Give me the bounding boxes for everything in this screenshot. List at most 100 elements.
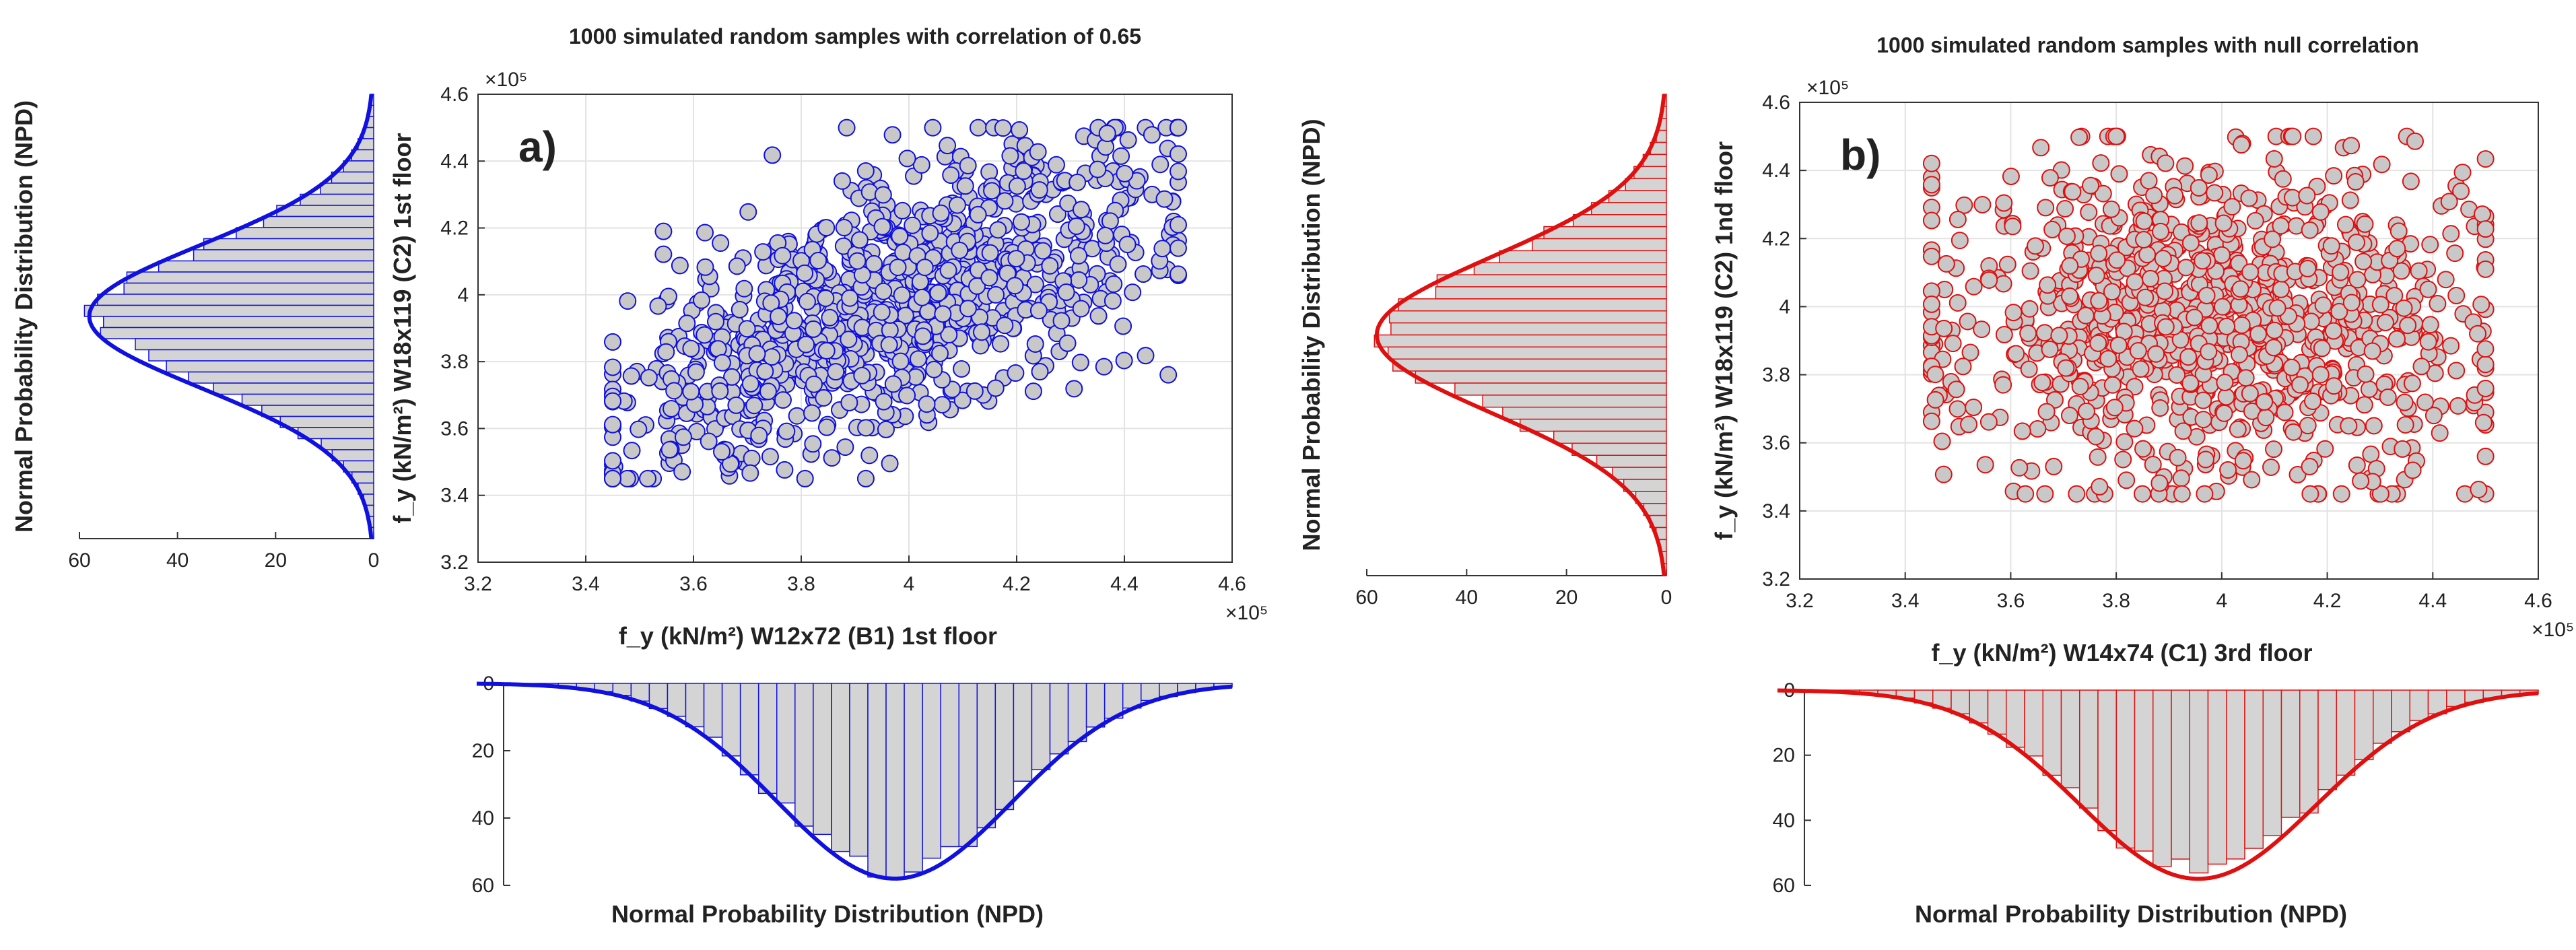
bottom-histogram-bar xyxy=(757,683,778,794)
scatter-point xyxy=(912,156,930,174)
left-histogram-bar xyxy=(123,282,374,295)
bottom-histogram-bar xyxy=(794,683,814,827)
scatter-point xyxy=(2050,327,2068,345)
scatter-point xyxy=(2108,251,2126,269)
scatter-point xyxy=(880,336,898,354)
scatter-point xyxy=(623,442,641,460)
scatter-point xyxy=(2154,249,2172,267)
scatter-point xyxy=(817,219,836,237)
left-histogram-bar xyxy=(331,171,374,184)
scatter-point xyxy=(2217,388,2235,406)
scatter-point xyxy=(1961,343,1979,362)
scatter-point xyxy=(750,426,768,444)
scatter-point xyxy=(2365,417,2383,435)
scatter-point xyxy=(2016,485,2035,503)
scatter-point xyxy=(1069,173,1087,191)
scatter-point xyxy=(692,291,710,309)
scatter-point xyxy=(1948,294,1967,312)
bottom-marginal-tick-label: 60 xyxy=(1773,875,1795,897)
scatter-point xyxy=(1015,162,1033,180)
scatter-point xyxy=(1067,217,1085,236)
scatter-point xyxy=(2223,198,2241,216)
scatter-point xyxy=(754,243,772,261)
x-tick-label: 4.6 xyxy=(2524,590,2552,612)
scatter-point xyxy=(2304,127,2322,145)
bottom-histogram-bar xyxy=(776,683,796,804)
scatter-point xyxy=(817,341,836,360)
scatter-point xyxy=(2449,397,2467,415)
scatter-point xyxy=(1922,154,1940,172)
scatter-point xyxy=(2325,167,2343,185)
scatter-point xyxy=(891,228,909,246)
scatter-point xyxy=(1072,201,1090,219)
left-histogram-bar xyxy=(166,360,374,373)
y-tick-label: 3.8 xyxy=(440,351,469,373)
scatter-point xyxy=(2213,298,2231,316)
scatter-point xyxy=(2272,217,2290,235)
scatter-point xyxy=(2107,127,2126,145)
scatter-point xyxy=(2313,339,2331,358)
scatter-point xyxy=(1137,347,1155,365)
left-histogram-bar xyxy=(236,227,374,240)
scatter-point xyxy=(874,186,892,204)
left-marginal-tick-label: 0 xyxy=(368,549,380,572)
scatter-point xyxy=(865,255,883,273)
left-histogram-bar xyxy=(276,205,374,217)
scatter-point xyxy=(1041,257,1059,275)
scatter-point xyxy=(1960,415,1978,434)
scatter-point xyxy=(2360,380,2378,399)
panel-label: a) xyxy=(518,123,557,171)
bottom-histogram-bar xyxy=(1104,683,1124,719)
scatter-point xyxy=(2041,340,2059,358)
scatter-point xyxy=(2342,294,2361,312)
scatter-point xyxy=(2036,485,2054,503)
scatter-point xyxy=(1934,465,1953,483)
scatter-point xyxy=(696,326,714,344)
scatter-point xyxy=(665,382,683,400)
scatter-point xyxy=(2402,172,2420,191)
scatter-point xyxy=(940,326,958,344)
left-histogram-bar xyxy=(135,338,374,351)
scatter-point xyxy=(2265,339,2283,357)
bottom-histogram-bar xyxy=(2373,689,2392,744)
scatter-point xyxy=(1159,366,1178,384)
scatter-point xyxy=(2216,374,2234,392)
left-histogram-bar xyxy=(1502,407,1667,420)
scatter-point xyxy=(604,452,621,470)
scatter-point xyxy=(2200,343,2218,361)
left-marginal-tick-label: 20 xyxy=(265,549,287,572)
scatter-point xyxy=(2114,450,2132,469)
scatter-point xyxy=(2265,440,2283,459)
scatter-point xyxy=(2388,240,2406,258)
bottom-marginal-tick-label: 20 xyxy=(1773,745,1795,767)
scatter-point xyxy=(2151,399,2169,417)
scatter-point xyxy=(774,246,792,265)
scatter-point xyxy=(1012,213,1030,231)
scatter-point xyxy=(776,461,794,479)
bottom-histogram-bar xyxy=(1085,683,1106,728)
x-tick-label: 3.6 xyxy=(679,573,708,595)
scatter-point xyxy=(1170,145,1187,163)
scatter-point xyxy=(1926,391,1944,409)
scatter-point xyxy=(2348,456,2366,474)
left-histogram-bar xyxy=(193,249,374,262)
scatter-point xyxy=(2190,178,2208,197)
scatter-point xyxy=(881,321,899,339)
left-marginal-tick-label: 60 xyxy=(1355,586,1378,609)
scatter-point xyxy=(2141,269,2159,287)
scatter-point xyxy=(1026,335,1044,353)
scatter-point xyxy=(939,261,957,279)
scatter-point xyxy=(934,305,952,323)
scatter-point xyxy=(1965,399,1983,417)
scatter-point xyxy=(2357,365,2375,383)
scatter-point xyxy=(2032,139,2050,157)
bottom-histogram-bar xyxy=(2226,689,2245,860)
scatter-point xyxy=(803,404,821,422)
scatter-point xyxy=(2043,220,2062,238)
scatter-point xyxy=(894,243,912,261)
left-histogram-bar xyxy=(1374,334,1667,348)
scatter-point xyxy=(1070,271,1088,289)
scatter-point xyxy=(860,446,879,465)
x-axis-label: f_y (kN/m²) W12x72 (B1) 1st floor xyxy=(619,622,997,650)
scatter-point xyxy=(2284,127,2302,145)
